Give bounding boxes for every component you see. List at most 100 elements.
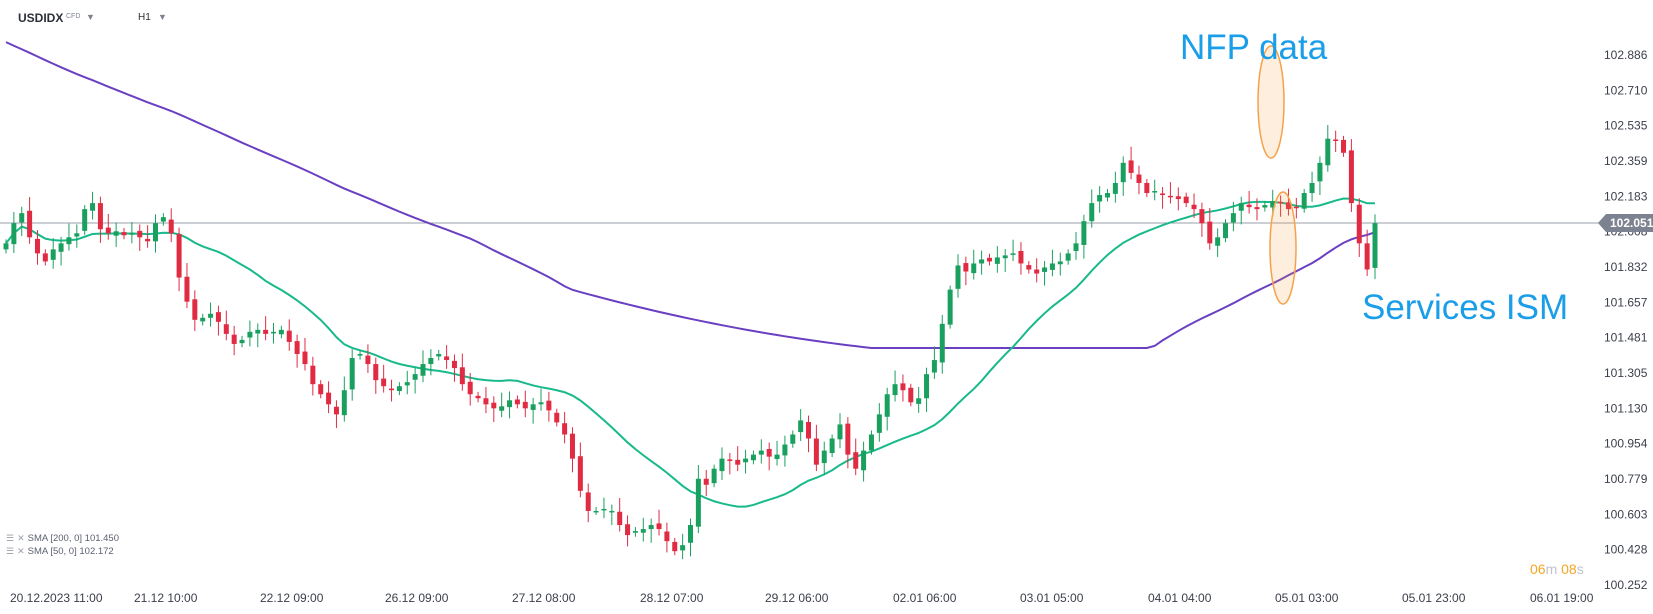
close-icon[interactable]: ✕ (17, 546, 25, 556)
candle-body (1262, 205, 1268, 208)
x-tick-label: 27.12 08:00 (512, 591, 576, 605)
settings-icon[interactable]: ☰ (6, 533, 15, 543)
candle-body (483, 398, 489, 405)
x-tick-label: 03.01 05:00 (1020, 591, 1084, 605)
candle-body (74, 233, 80, 237)
candle-body (688, 525, 693, 543)
candle-body (546, 400, 552, 411)
candle-body (263, 329, 269, 334)
close-icon[interactable]: ✕ (17, 533, 25, 543)
candle-body (499, 406, 505, 411)
candle-body (333, 406, 339, 415)
candle-body (1128, 160, 1134, 173)
candle-body (562, 423, 568, 435)
candle-body (294, 341, 300, 355)
annotation-nfp: NFP data (1180, 28, 1328, 67)
candle-body (829, 438, 835, 454)
candle-body (813, 438, 819, 465)
candle-body (168, 219, 174, 234)
candle-body (357, 354, 363, 356)
candle-body (1104, 193, 1110, 198)
candle-body (428, 358, 434, 365)
candle-body (145, 238, 151, 242)
candle-body (1081, 221, 1087, 245)
settings-icon[interactable]: ☰ (6, 546, 15, 556)
y-tick-label: 100.428 (1604, 543, 1648, 557)
candle-body (58, 243, 64, 252)
x-tick-label: 29.12 06:00 (765, 591, 829, 605)
candle-body (994, 257, 1000, 264)
candle-body (1333, 139, 1339, 142)
x-tick-label: 28.12 07:00 (640, 591, 704, 605)
candle-body (318, 384, 324, 395)
candle-body (522, 401, 528, 409)
candle-body (192, 299, 198, 320)
candle-body (766, 448, 772, 457)
candle-body (459, 367, 465, 385)
candle-body (853, 452, 859, 469)
candle-body (1317, 162, 1323, 182)
candle-body (404, 382, 410, 386)
candle-body (444, 356, 450, 361)
candle-body (82, 209, 88, 231)
candle-body (271, 331, 277, 334)
candle-body (278, 329, 284, 335)
chevron-down-icon[interactable]: ▼ (158, 12, 167, 22)
candle-body (625, 524, 631, 536)
candle-body (412, 374, 418, 380)
candle-body (1042, 267, 1048, 272)
candle-body (255, 329, 261, 334)
candle-body (491, 402, 497, 409)
candle-body (711, 468, 717, 484)
countdown-seconds-unit: s (1576, 561, 1584, 577)
ism-highlight-ellipse (1269, 191, 1297, 305)
candle-body (790, 434, 796, 444)
candle-body (1175, 196, 1181, 200)
candle-body (105, 227, 111, 234)
symbol-label[interactable]: USDIDX (18, 11, 64, 25)
candle-body (121, 232, 127, 236)
candle-body (939, 323, 945, 363)
symbol-type-label: CFD (66, 13, 81, 20)
candle-body (1254, 207, 1260, 210)
candle-body (876, 414, 882, 433)
candle-body (514, 399, 520, 405)
candle-body (436, 354, 442, 357)
candle-body (1207, 221, 1213, 244)
candle-body (1136, 174, 1142, 183)
timeframe-label[interactable]: H1 (138, 12, 151, 23)
chevron-down-icon[interactable]: ▼ (86, 12, 95, 22)
current-price-badge-bg (1598, 214, 1653, 233)
sma200-line (5, 41, 1376, 349)
candle-body (420, 364, 426, 376)
candle-body (577, 456, 583, 491)
candle-body (27, 210, 33, 238)
nfp-highlight-ellipse (1257, 45, 1285, 159)
candle-body (640, 529, 646, 533)
candle-body (1167, 195, 1173, 198)
candle-body (1120, 162, 1126, 183)
candle-body (774, 454, 780, 460)
candle-body (1278, 201, 1284, 204)
candle-body (42, 253, 48, 262)
y-tick-label: 100.603 (1604, 507, 1648, 521)
annotation-services-ism: Services ISM (1362, 288, 1569, 327)
x-tick-label: 06.01 19:00 (1530, 591, 1594, 605)
candle-body (1018, 250, 1024, 264)
candle-body (3, 243, 9, 250)
candle-body (884, 394, 890, 417)
indicator-label: SMA [50, 0] 102.172 (27, 546, 114, 557)
candle-body (593, 510, 599, 513)
y-tick-label: 101.305 (1604, 366, 1648, 380)
candle-body (735, 459, 741, 465)
y-tick-label: 101.481 (1604, 331, 1648, 345)
candle-body (223, 324, 229, 334)
candle-body (349, 358, 355, 390)
candle-body (861, 450, 867, 471)
y-tick-label: 102.886 (1604, 48, 1648, 62)
y-tick-label: 100.252 (1604, 578, 1648, 592)
x-tick-label: 04.01 04:00 (1148, 591, 1212, 605)
candle-body (554, 412, 560, 423)
candle-body (231, 334, 237, 344)
